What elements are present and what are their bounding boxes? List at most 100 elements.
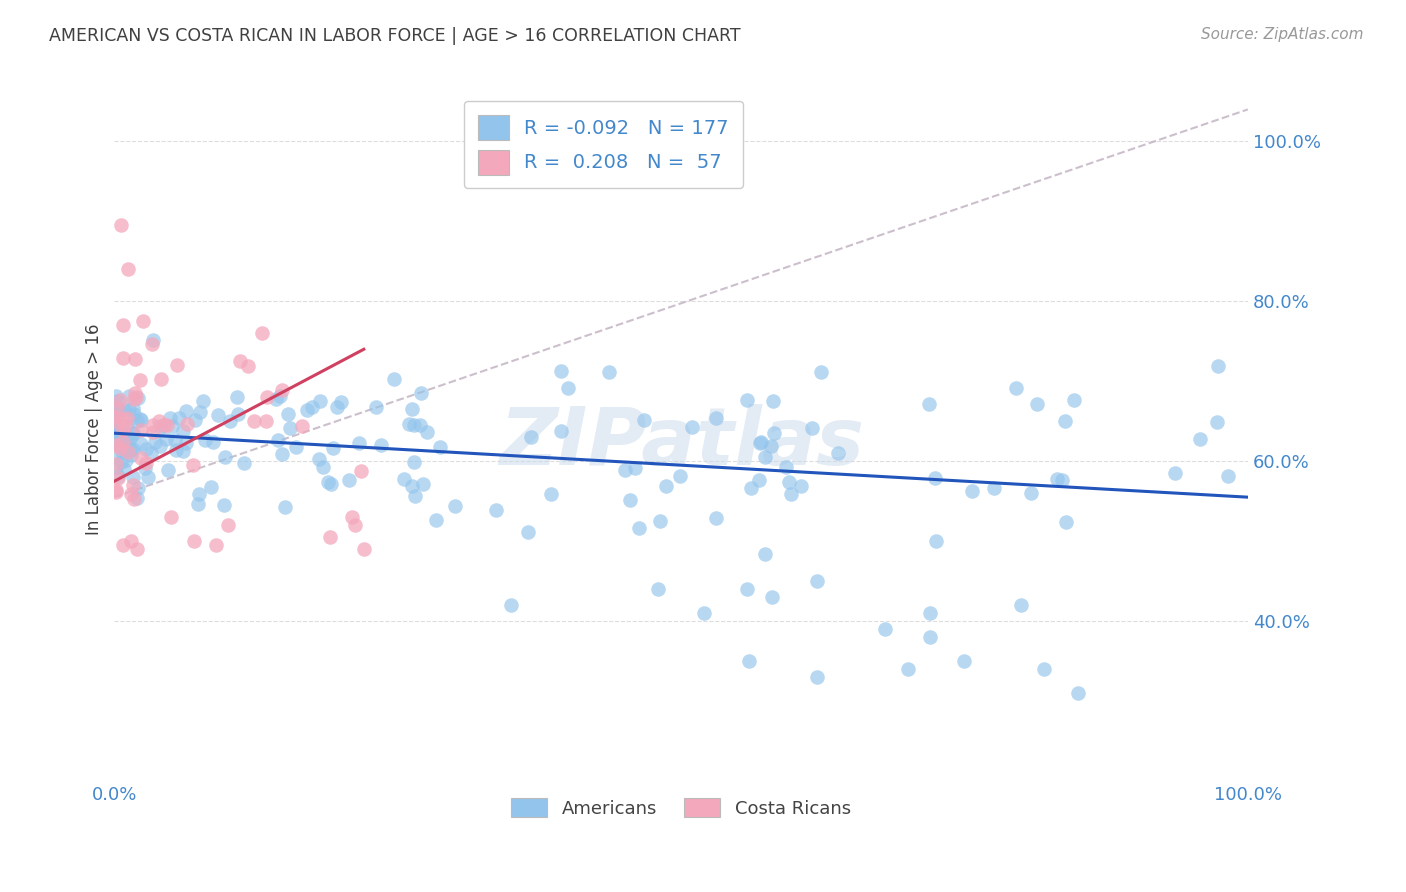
Point: [115, 411, 138, 425]
Point: [329, 394, 352, 409]
Point: [1005, 381, 1028, 395]
Point: [669, 469, 692, 483]
Point: [120, 487, 142, 501]
Point: [115, 417, 138, 432]
Text: ZIPatlas: ZIPatlas: [499, 404, 863, 483]
Point: [217, 518, 239, 533]
Point: [122, 407, 145, 421]
Point: [112, 411, 135, 425]
Point: [271, 447, 294, 461]
Point: [735, 582, 758, 596]
Point: [416, 425, 439, 440]
Point: [165, 434, 187, 448]
Point: [350, 464, 373, 478]
Point: [207, 409, 229, 423]
Point: [322, 441, 344, 455]
Point: [312, 460, 335, 475]
Point: [920, 630, 942, 644]
Point: [110, 455, 132, 469]
Point: [125, 414, 148, 428]
Point: [960, 483, 983, 498]
Point: [156, 417, 179, 432]
Point: [924, 471, 946, 485]
Point: [762, 425, 785, 440]
Point: [112, 538, 135, 552]
Point: [191, 393, 214, 408]
Point: [212, 499, 235, 513]
Point: [114, 419, 136, 434]
Point: [256, 390, 278, 404]
Point: [619, 493, 641, 508]
Point: [104, 485, 127, 500]
Point: [107, 407, 129, 421]
Point: [112, 461, 135, 475]
Point: [124, 392, 146, 406]
Point: [681, 420, 703, 434]
Point: [614, 463, 637, 477]
Point: [174, 404, 197, 418]
Point: [107, 434, 129, 448]
Point: [104, 438, 127, 452]
Point: [920, 606, 942, 620]
Point: [148, 414, 170, 428]
Point: [105, 417, 128, 432]
Point: [122, 478, 145, 492]
Point: [108, 417, 131, 432]
Point: [404, 489, 426, 503]
Point: [129, 451, 152, 466]
Point: [1206, 359, 1229, 374]
Point: [188, 404, 211, 418]
Point: [550, 364, 572, 378]
Point: [343, 518, 366, 533]
Point: [918, 397, 941, 411]
Point: [308, 451, 330, 466]
Point: [250, 326, 273, 341]
Point: [226, 407, 249, 421]
Point: [806, 670, 828, 684]
Point: [111, 438, 134, 452]
Point: [107, 415, 129, 429]
Point: [172, 424, 194, 438]
Point: [761, 590, 783, 604]
Point: [142, 417, 165, 432]
Point: [347, 436, 370, 450]
Point: [925, 534, 948, 549]
Point: [115, 452, 138, 467]
Point: [648, 514, 671, 528]
Point: [127, 481, 149, 495]
Point: [176, 417, 198, 432]
Point: [267, 433, 290, 447]
Point: [156, 463, 179, 477]
Point: [337, 473, 360, 487]
Point: [654, 479, 676, 493]
Point: [152, 418, 174, 433]
Point: [107, 468, 129, 483]
Point: [778, 475, 800, 490]
Point: [669, 854, 692, 868]
Legend: Americans, Costa Ricans: Americans, Costa Ricans: [505, 791, 858, 825]
Point: [118, 403, 141, 417]
Point: [127, 542, 149, 557]
Point: [485, 503, 508, 517]
Point: [425, 513, 447, 527]
Point: [132, 314, 155, 328]
Point: [108, 441, 131, 455]
Point: [111, 424, 134, 438]
Point: [104, 457, 127, 471]
Point: [1067, 686, 1090, 700]
Point: [647, 582, 669, 596]
Point: [398, 417, 420, 431]
Point: [748, 473, 770, 487]
Point: [598, 365, 620, 379]
Point: [117, 438, 139, 452]
Point: [142, 333, 165, 347]
Point: [201, 435, 224, 450]
Point: [127, 391, 149, 405]
Point: [124, 352, 146, 367]
Point: [104, 410, 127, 425]
Point: [104, 389, 127, 403]
Point: [129, 437, 152, 451]
Point: [128, 373, 150, 387]
Point: [301, 401, 323, 415]
Point: [155, 432, 177, 446]
